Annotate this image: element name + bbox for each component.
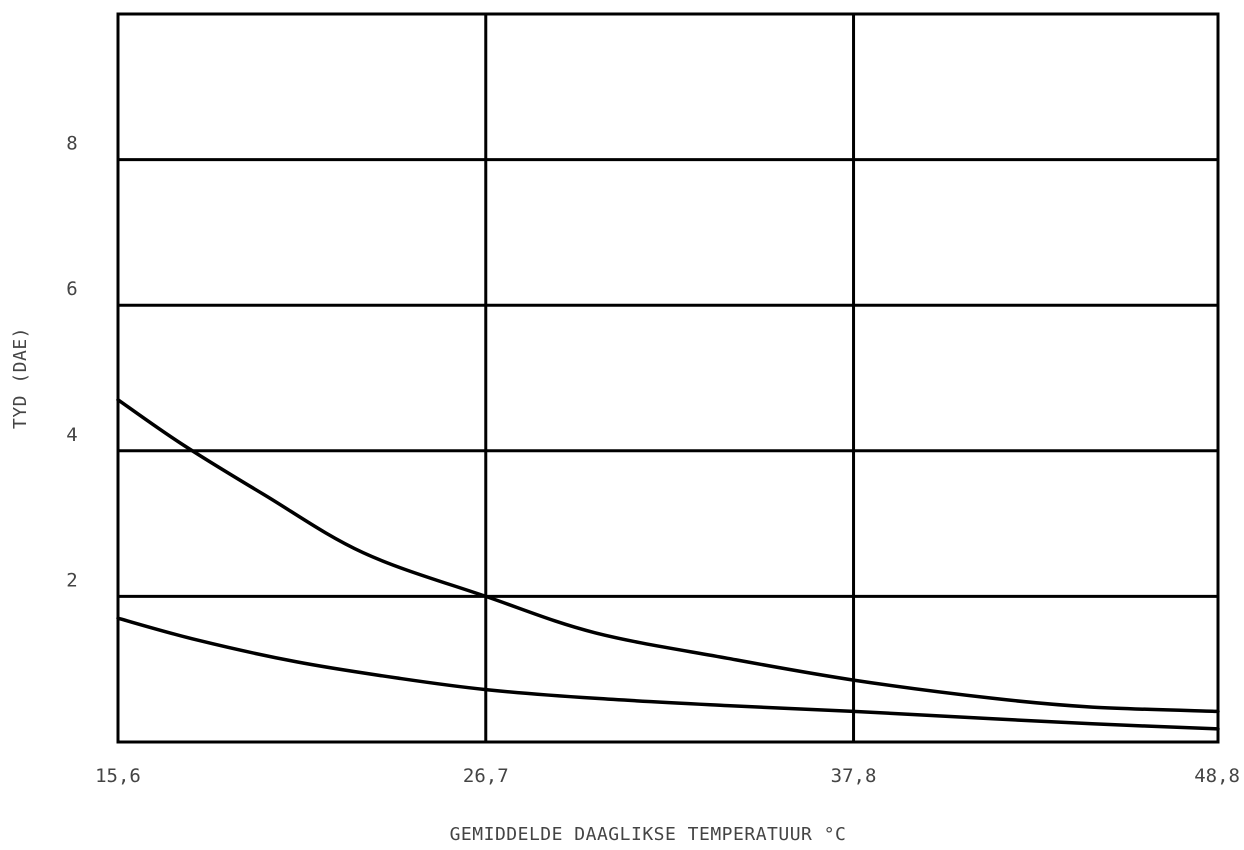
series-line-1: [116, 398, 1220, 714]
y-tick-label: 6: [66, 278, 77, 300]
series-line-2: [116, 616, 1220, 731]
curves: [116, 398, 1220, 731]
x-tick-label: 48,8: [1194, 765, 1240, 787]
y-tick-label: 2: [66, 569, 77, 591]
x-axis-title: GEMIDDELDE DAAGLIKSE TEMPERATUUR °C: [450, 824, 847, 845]
x-tick-labels: 15,6 26,7 37,8 48,8: [95, 765, 1240, 787]
y-tick-labels: 2 4 6 8: [66, 133, 77, 592]
grid: [116, 12, 1220, 744]
y-axis-title: TYD (DAE): [10, 327, 31, 429]
y-tick-label: 8: [66, 133, 77, 155]
plot-frame: [116, 12, 1220, 744]
x-tick-label: 15,6: [95, 765, 141, 787]
x-tick-label: 37,8: [831, 765, 877, 787]
x-tick-label: 26,7: [463, 765, 509, 787]
y-tick-label: 4: [66, 424, 77, 446]
